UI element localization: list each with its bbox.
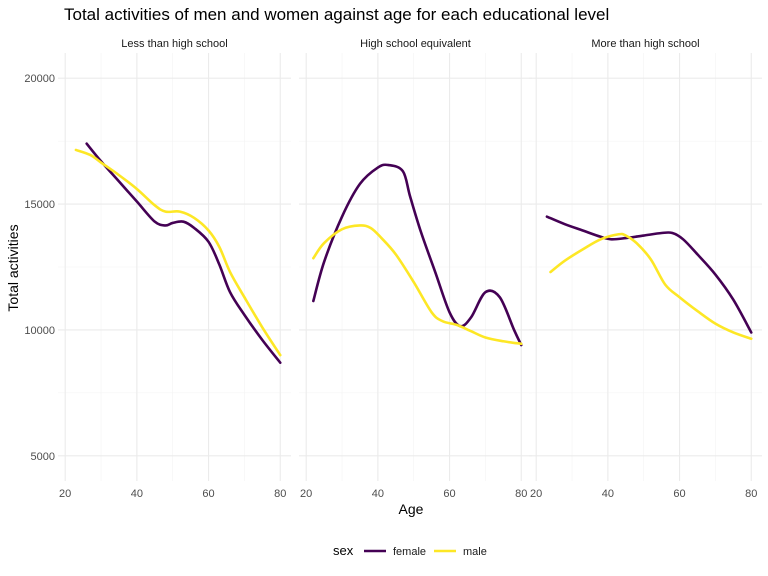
x-tick-label: 40 xyxy=(372,488,384,500)
series-line-male xyxy=(74,148,282,357)
facet-panel: High school equivalent 20 40 60 80 xyxy=(299,38,532,500)
x-tick-label: 20 xyxy=(530,488,542,500)
series-line-female xyxy=(312,163,523,347)
x-tick-label: 80 xyxy=(274,488,286,500)
y-tick-label: 5000 xyxy=(31,451,55,463)
facet-panel: Less than high school 20 40 60 80 xyxy=(58,38,291,500)
facet-panel: More than high school 20 40 60 80 xyxy=(529,38,762,500)
x-tick-label: 60 xyxy=(202,488,214,500)
legend-title: sex xyxy=(333,543,354,558)
x-tick-label: 80 xyxy=(745,488,757,500)
legend-label-female: female xyxy=(393,546,426,558)
facet-label: High school equivalent xyxy=(360,38,471,50)
facet-label: More than high school xyxy=(591,38,699,50)
x-tick-label: 80 xyxy=(515,488,527,500)
series-line-male xyxy=(312,224,523,346)
x-tick-label: 40 xyxy=(602,488,614,500)
series-line-female xyxy=(545,215,753,334)
y-tick-label: 15000 xyxy=(24,199,55,211)
series-line-male xyxy=(549,232,753,341)
facet-label: Less than high school xyxy=(121,38,227,50)
x-tick-label: 60 xyxy=(443,488,455,500)
x-tick-label: 20 xyxy=(300,488,312,500)
x-tick-label: 20 xyxy=(59,488,71,500)
series-line-female xyxy=(85,142,282,364)
x-axis-title: Age xyxy=(399,501,424,517)
x-tick-label: 60 xyxy=(673,488,685,500)
legend-label-male: male xyxy=(463,546,487,558)
x-tick-label: 40 xyxy=(131,488,143,500)
chart-title: Total activities of men and women agains… xyxy=(64,5,609,24)
legend: sex female male xyxy=(333,543,487,558)
y-axis-title: Total activities xyxy=(5,224,21,311)
y-tick-label: 20000 xyxy=(24,73,55,85)
y-tick-label: 10000 xyxy=(24,325,55,337)
